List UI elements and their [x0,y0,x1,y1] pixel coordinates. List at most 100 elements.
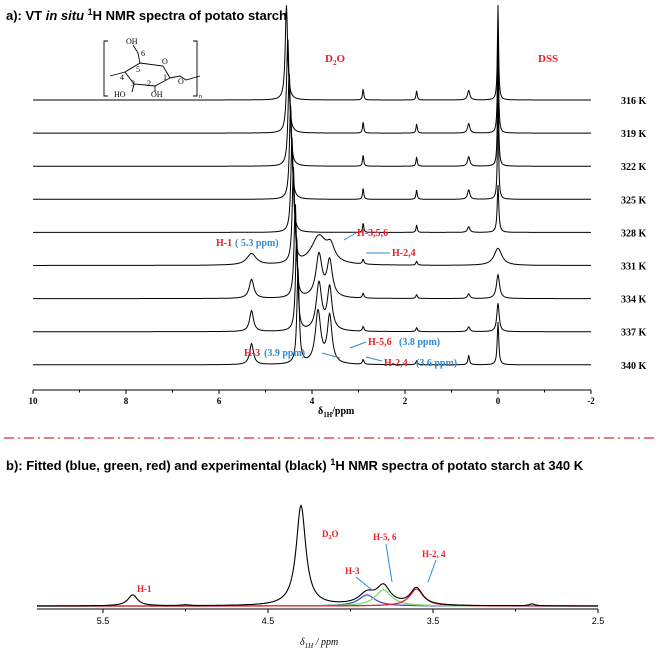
spectrum-line [33,38,591,134]
label-h3-b: H-3 [345,566,360,576]
fitted-curve-blue [37,594,598,607]
x-tick-label: 0 [496,396,501,406]
spectrum-line [33,268,591,366]
spectrum-line [33,236,591,333]
panel-a-xlabel: δ1H/ppm [318,406,355,419]
struct-ho-left: HO [114,90,126,99]
x-tick-label: -2 [587,396,595,406]
label-h1-ppm: ( 5.3 ppm) [235,238,279,249]
struct-num-6: 6 [141,49,145,58]
struct-num-2: 2 [147,79,151,88]
label-d2o-b-d: D [322,529,329,539]
struct-num-4: 4 [120,73,124,82]
x-tick-label-b: 4.5 [262,616,275,626]
arrow-b-h3 [355,576,373,591]
x-tick-label: 6 [217,396,222,406]
arrow-b-h24 [427,559,437,583]
panel-b-xlabel-end: / ppm [313,637,338,648]
panel-b-xlabel: δ1H / ppm [300,637,338,650]
spectrum-line [33,167,591,266]
panel-a-axis: 10 8 6 4 2 0 -2 [29,389,595,406]
arrow-b-h56 [385,543,393,583]
panel-a-title-italic: in situ [46,8,84,23]
struct-o-link: O [178,77,184,86]
spectrum-line [33,104,591,200]
spectrum-line [33,4,591,101]
struct-oh-top: OH [126,37,138,46]
label-h24-b: H-2,4 [384,358,408,369]
label-h56-ppm: (3.8 ppm) [399,337,440,348]
struct-num-5: 5 [136,65,140,74]
temperature-label: 328 K [621,228,647,239]
spectrum-line [33,137,591,233]
label-h56-b: H-5, 6 [373,532,397,542]
link-right [169,75,201,81]
temperature-label: 334 K [621,295,647,306]
label-h1-b: H-1 [137,584,152,594]
panel-a-title-suffix: H NMR spectra of potato starch [93,8,287,23]
bracket-right [193,40,198,97]
label-d2o-a-d: D [325,53,333,65]
structure-labels: OH 6 5 O 4 1 3 2 O HO OH n [114,37,202,100]
struct-o-ring: O [162,57,168,66]
x-tick-label: 10 [29,396,39,406]
struct-num-1: 1 [163,73,167,82]
struct-num-3: 3 [131,79,135,88]
temperature-label: 322 K [621,162,647,173]
panel-a-title-prefix: a): VT [6,8,46,23]
panel-b-arrows [355,543,437,591]
panel-b-axis: 5.5 4.5 3.5 2.5 [37,608,605,626]
arrow-h56 [349,341,367,349]
label-h24-a: H-2,4 [392,248,416,259]
x-tick-label: 2 [403,396,408,406]
temperature-label: 331 K [621,262,647,273]
arrow-h3 [321,352,341,359]
temperature-label: 337 K [621,328,647,339]
label-d2o-b: D2O [322,529,339,541]
panel-a-xlabel-sub: 1H [323,411,333,419]
panel-a-title-sup: 1 [88,7,93,17]
panel-a-xlabel-main: δ [318,406,323,417]
panel-b-xlabel-main: δ [300,637,305,648]
x-tick-label: 4 [310,396,315,406]
x-tick-label-b: 2.5 [592,616,605,626]
label-h24-b2: H-2, 4 [422,549,446,559]
panel-a-title: a): VT in situ 1H NMR spectra of potato … [6,7,287,23]
panel-a-arrows [321,232,390,362]
c3-bond [131,83,135,93]
panel-b-spectra [37,504,598,607]
label-d2o-b-sub: 2 [329,535,332,541]
label-h3-a: H-3 [244,348,260,359]
panel-b-title-suffix: H NMR spectra of potato starch at 340 K [335,458,583,473]
x-tick-label: 8 [124,396,129,406]
link-left [109,71,126,77]
bracket-left [103,40,108,97]
struct-n-sub: n [199,94,202,100]
struct-oh-bottom: OH [151,90,163,99]
label-h3-ppm: (3.9 ppm) [264,348,305,359]
temperature-label: 316 K [621,96,647,107]
x-tick-label-b: 5.5 [97,616,110,626]
panel-b-xlabel-sub: 1H [305,642,315,650]
arrow-h356 [343,232,357,241]
panel-a-xlabel-end: /ppm [331,406,355,417]
label-h56: H-5,6 [368,337,392,348]
fitted-curve-experimental [37,504,598,607]
x-tick-label-b: 3.5 [427,616,440,626]
panel-b-title: b): Fitted (blue, green, red) and experi… [6,457,584,473]
temperature-label: 325 K [621,195,647,206]
c6-chain [132,44,141,64]
temperature-label: 319 K [621,129,647,140]
label-d2o-b-o: O [332,529,339,539]
temperature-label: 340 K [621,361,647,372]
spectrum-line [33,203,591,300]
label-d2o-a-sub: 2 [333,59,337,67]
starch-structure [103,40,201,97]
panel-b-title-sup: 1 [330,457,335,467]
label-h1-a: H-1 [216,238,232,249]
panel-a-spectra: 316 K 319 K 322 K 325 K 328 K 331 K 334 K 337 K… [33,4,647,372]
label-d2o-a-o: O [336,53,345,65]
panel-b-title-prefix: b): Fitted (blue, green, red) and experi… [6,458,330,473]
arrow-h24-b [365,356,383,362]
